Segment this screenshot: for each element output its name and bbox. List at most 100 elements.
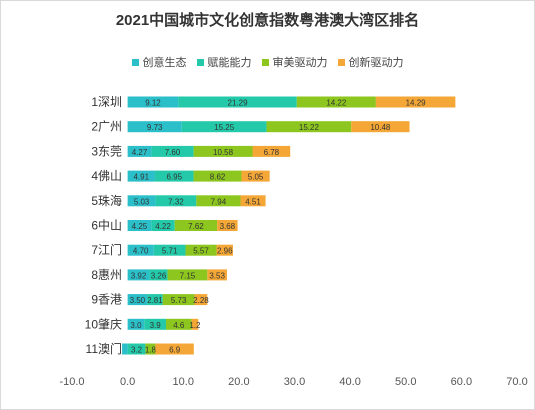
bar-segment[interactable] xyxy=(151,220,175,231)
x-tick-label: -10.0 xyxy=(59,376,84,388)
data-label: 7.32 xyxy=(168,197,184,206)
category-label: 5珠海 xyxy=(91,193,122,208)
bar-segment[interactable] xyxy=(127,121,182,133)
bar-segment[interactable] xyxy=(162,294,195,306)
data-label: 7.94 xyxy=(211,197,227,206)
data-label: 5.57 xyxy=(193,247,209,256)
data-label: 2.96 xyxy=(217,247,233,256)
bar-segment[interactable] xyxy=(241,170,270,182)
data-label: 1.8 xyxy=(145,346,157,355)
data-label: 5.05 xyxy=(248,173,264,182)
data-label: 5.03 xyxy=(134,197,150,206)
bar-segment[interactable] xyxy=(207,269,227,281)
legend-label: 审美驱动力 xyxy=(272,57,328,69)
bar-segment[interactable] xyxy=(127,170,155,182)
x-tick-label: 0.0 xyxy=(120,376,135,388)
data-label: 3.26 xyxy=(151,271,167,280)
bar-segment[interactable] xyxy=(266,121,352,133)
bar-segment[interactable] xyxy=(194,294,208,306)
x-tick-label: 70.0 xyxy=(506,376,527,388)
bar-segment[interactable] xyxy=(167,269,208,281)
data-label: 7.15 xyxy=(180,271,196,280)
data-label: 3.9 xyxy=(150,321,162,330)
data-label: 14.22 xyxy=(326,99,347,108)
legend-label: 赋能能力 xyxy=(207,57,252,69)
bar-segment[interactable] xyxy=(216,244,233,256)
category-label: 4佛山 xyxy=(91,169,122,183)
bar-segment[interactable] xyxy=(127,343,146,355)
legend-item[interactable]: 审美驱动力 xyxy=(261,54,328,70)
x-tick-label: 60.0 xyxy=(451,376,472,388)
legend-swatch xyxy=(131,58,139,66)
bar-segment[interactable] xyxy=(178,96,297,108)
data-label: 4.70 xyxy=(133,247,149,256)
bar-segment[interactable] xyxy=(127,195,156,207)
data-label: 3.0 xyxy=(130,321,142,330)
bar-segment[interactable] xyxy=(174,220,218,231)
data-label: 8.62 xyxy=(210,173,226,182)
bar-segment[interactable] xyxy=(153,244,186,256)
bar-segment[interactable] xyxy=(127,294,148,306)
bar-segment[interactable] xyxy=(181,121,267,133)
data-label: 10.58 xyxy=(213,148,234,157)
data-label: 3.50 xyxy=(130,296,146,305)
bar-segment[interactable] xyxy=(127,220,152,231)
legend: 创意生态 赋能能力 审美驱动力 创新驱动力 xyxy=(1,54,534,70)
x-tick-label: 50.0 xyxy=(395,376,416,388)
category-label: 11澳门 xyxy=(86,341,122,356)
bar-segment[interactable] xyxy=(145,343,156,355)
legend-swatch xyxy=(261,58,269,66)
bar-segment[interactable] xyxy=(185,244,217,256)
bar-segment[interactable] xyxy=(151,145,194,157)
bar-segment[interactable] xyxy=(149,269,168,281)
bar-segment[interactable] xyxy=(127,269,150,281)
data-label: 2.28 xyxy=(193,296,209,305)
bar-segment[interactable] xyxy=(351,121,410,133)
x-tick-label: 40.0 xyxy=(339,376,360,388)
legend-label: 创新驱动力 xyxy=(348,57,404,69)
x-tick-label: 10.0 xyxy=(173,376,194,388)
category-label: 3东莞 xyxy=(91,144,122,158)
bar-segment[interactable] xyxy=(166,318,192,330)
bar-segment[interactable] xyxy=(296,96,376,108)
bar-segment[interactable] xyxy=(147,294,163,306)
data-label: 5.73 xyxy=(171,296,187,305)
data-label: 21.29 xyxy=(228,99,249,108)
bar-segment[interactable] xyxy=(127,244,154,256)
category-label: 1深圳 xyxy=(91,95,122,109)
bar-segment[interactable] xyxy=(127,145,152,157)
bar-segment[interactable] xyxy=(127,318,145,330)
bar-segment[interactable] xyxy=(127,96,179,108)
legend-swatch xyxy=(337,58,345,66)
bar-segment[interactable] xyxy=(155,195,197,207)
legend-item[interactable]: 创意生态 xyxy=(131,54,187,70)
bar-segment[interactable] xyxy=(122,343,128,355)
legend-item[interactable]: 创新驱动力 xyxy=(337,54,404,70)
data-label: 4.25 xyxy=(132,222,148,231)
x-tick-label: 30.0 xyxy=(284,376,305,388)
data-label: 1.2 xyxy=(189,321,201,330)
data-label: 3.68 xyxy=(220,222,236,231)
bar-segment[interactable] xyxy=(193,170,242,182)
bar-segment[interactable] xyxy=(191,318,199,330)
data-label: 6.78 xyxy=(264,148,280,157)
bar-segment[interactable] xyxy=(154,170,194,182)
bar-segment[interactable] xyxy=(240,195,266,207)
category-label: 9香港 xyxy=(91,293,122,307)
data-label: 4.22 xyxy=(155,222,171,231)
legend-swatch xyxy=(196,58,204,66)
data-label: 7.60 xyxy=(165,148,181,157)
category-label: 7江门 xyxy=(91,242,122,257)
bar-segment[interactable] xyxy=(252,145,291,157)
bar-segment[interactable] xyxy=(196,195,241,207)
bar-segment[interactable] xyxy=(144,318,167,330)
bar-segment[interactable] xyxy=(217,220,238,231)
data-label: 4.51 xyxy=(245,197,261,206)
bar-segment[interactable] xyxy=(155,343,194,355)
bar-segment[interactable] xyxy=(193,145,253,157)
data-label: 4.27 xyxy=(132,148,148,157)
bar-segment[interactable] xyxy=(375,96,456,108)
legend-item[interactable]: 赋能能力 xyxy=(196,54,252,70)
